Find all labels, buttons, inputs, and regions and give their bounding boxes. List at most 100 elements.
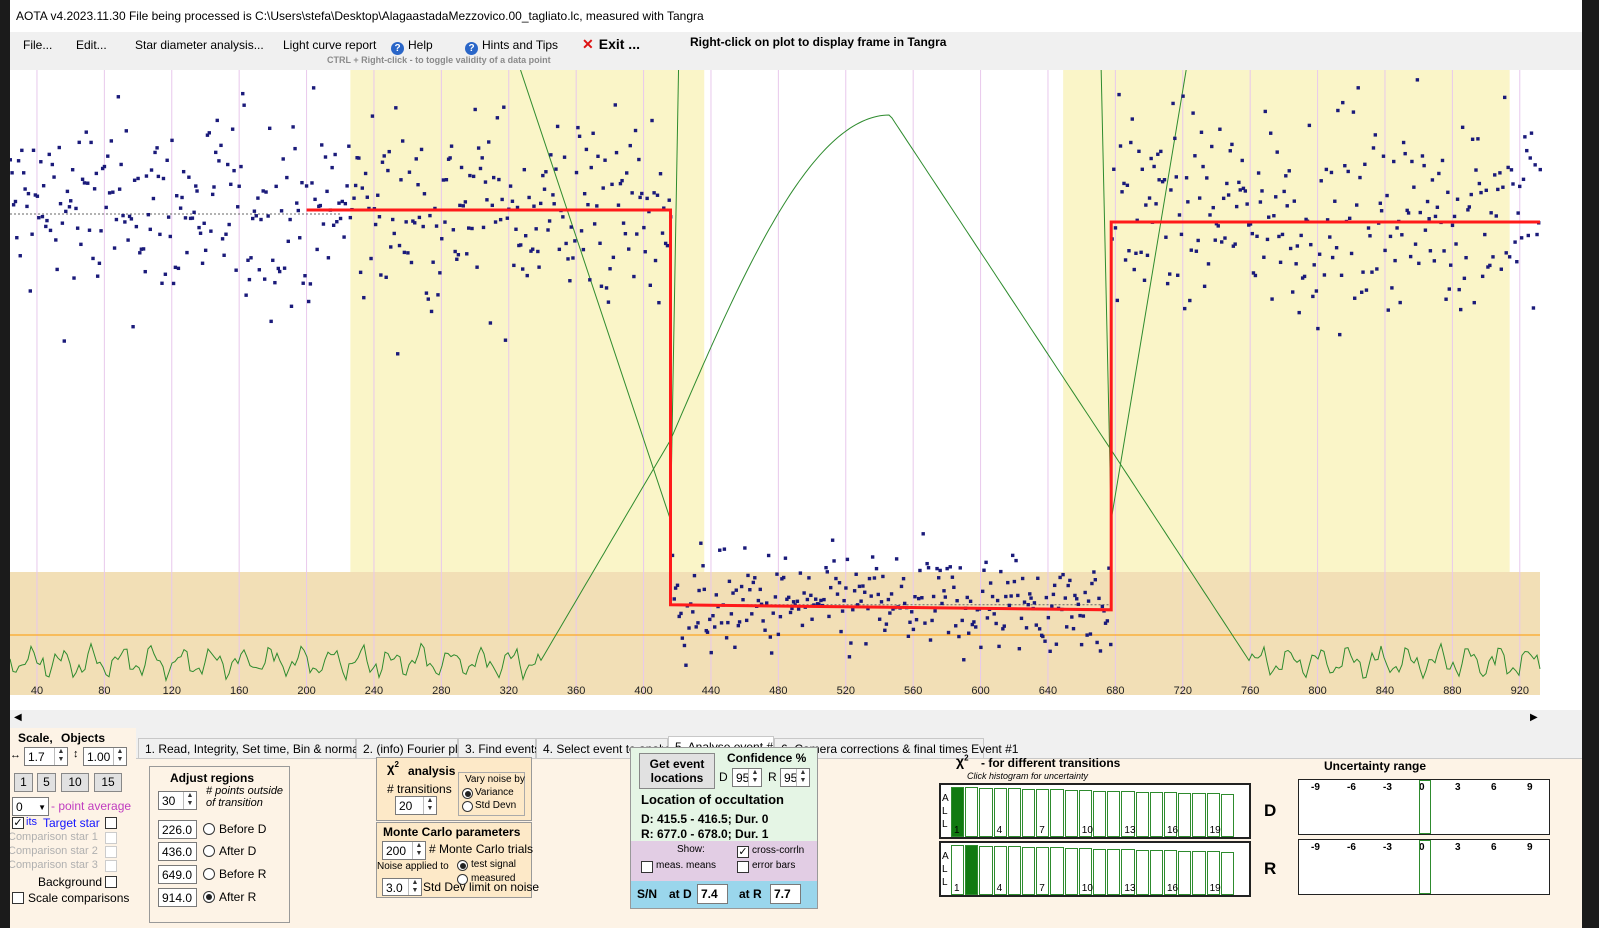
chi-histogram-bar[interactable]	[1022, 788, 1036, 837]
chi-histogram-bar[interactable]	[1149, 791, 1163, 837]
meas-means-checkbox[interactable]	[641, 861, 653, 873]
chi-histogram-bar[interactable]	[1192, 850, 1206, 895]
scale-5-button[interactable]: 5	[37, 773, 56, 792]
chi-histogram-bar[interactable]	[1093, 848, 1107, 895]
chi-histogram-bar[interactable]	[1107, 848, 1121, 895]
target-star-checkbox[interactable]	[105, 817, 117, 829]
after-r-field[interactable]: 914.0	[158, 888, 197, 907]
transitions-stepper[interactable]: 20 ▲ ▼	[395, 796, 437, 815]
comparison-star-1-checkbox[interactable]	[105, 832, 117, 844]
before-r-field[interactable]: 649.0	[158, 865, 197, 884]
point-average-select[interactable]: 0 ▼	[12, 797, 49, 816]
chi-histogram-bar[interactable]	[1121, 791, 1135, 837]
d-uncertainty-plot[interactable]: -9 -6 -3 0 3 6 9	[1298, 779, 1550, 835]
stepper-arrows-icon[interactable]: ▲ ▼	[54, 748, 67, 765]
target-star-color-checkbox[interactable]: ✓	[12, 817, 24, 829]
after-d-field[interactable]: 436.0	[158, 842, 197, 861]
before-r-radio[interactable]	[203, 868, 215, 880]
light-curve-plot[interactable]: 40 80 120 160 200 240 280 320 360 400 440 480 520 560…	[10, 69, 1582, 710]
chi-histogram-bar[interactable]	[1164, 792, 1178, 837]
std-devn-radio[interactable]	[462, 801, 473, 812]
help-menu[interactable]: ? Help	[391, 38, 433, 55]
chi-histogram-bar[interactable]	[951, 787, 965, 837]
hints-menu[interactable]: ? Hints and Tips	[465, 38, 558, 55]
chi-histogram-bar[interactable]	[979, 787, 993, 837]
r-histogram[interactable]: A L L 1 4 7 10 13 16 19	[939, 841, 1251, 897]
std-dev-limit-stepper[interactable]: 3.0 ▲ ▼	[382, 878, 422, 896]
comparison-star-3-checkbox[interactable]	[105, 860, 117, 872]
plot-scrollbar[interactable]: ◀ ▶	[10, 712, 1582, 728]
light-curve-report-menu[interactable]: Light curve report	[283, 38, 377, 52]
chi-histogram-bar[interactable]	[1078, 848, 1092, 895]
chi-histogram-bar[interactable]	[1050, 789, 1064, 837]
stepper-arrows-icon[interactable]: ▲ ▼	[423, 797, 436, 814]
stepper-arrows-icon[interactable]: ▲ ▼	[113, 748, 126, 765]
chi-histogram-bar[interactable]	[1022, 846, 1036, 895]
chi-histogram-bar[interactable]	[1178, 792, 1192, 837]
star-diameter-menu[interactable]: Star diameter analysis...	[135, 38, 264, 52]
chi-histogram-bar[interactable]	[1050, 847, 1064, 895]
chi-histogram-bar[interactable]	[993, 788, 1007, 837]
chi-histogram-bar[interactable]	[1206, 793, 1220, 837]
variance-radio[interactable]	[462, 788, 473, 799]
chi-histogram-bar[interactable]	[965, 787, 979, 837]
light-curve-svg[interactable]: 40 80 120 160 200 240 280 320 360 400 440 480 520 560…	[10, 69, 1582, 710]
chi-histogram-bar[interactable]	[979, 845, 993, 895]
chi-histogram-bar[interactable]	[1064, 847, 1078, 895]
chi-histogram-bar[interactable]	[1135, 791, 1149, 837]
confidence-r-stepper[interactable]: 95 ▲ ▼	[780, 768, 810, 787]
stepper-arrows-icon[interactable]: ▲ ▼	[183, 792, 196, 809]
comparison-star-2-checkbox[interactable]	[105, 846, 117, 858]
confidence-d-stepper[interactable]: 95 ▲ ▼	[732, 768, 762, 787]
chi-histogram-bar[interactable]	[1036, 847, 1050, 895]
chi-histogram-bar[interactable]	[1164, 850, 1178, 895]
chi-histogram-bar[interactable]	[1007, 788, 1021, 837]
chi-histogram-bar[interactable]	[1093, 790, 1107, 837]
chi-histogram-bar[interactable]	[1036, 789, 1050, 837]
edit-menu[interactable]: Edit...	[76, 38, 107, 52]
file-menu[interactable]: File...	[23, 38, 53, 52]
scale-15-button[interactable]: 15	[94, 773, 122, 792]
chi-histogram-bar[interactable]	[1149, 849, 1163, 895]
x-scale-stepper[interactable]: 1.7 ▲ ▼	[24, 747, 68, 766]
scale-1-button[interactable]: 1	[14, 773, 33, 792]
after-d-radio[interactable]	[203, 845, 215, 857]
background-checkbox[interactable]	[105, 876, 117, 888]
error-bars-checkbox[interactable]	[737, 861, 749, 873]
scroll-left-icon[interactable]: ◀	[14, 712, 22, 723]
before-d-field[interactable]: 226.0	[158, 820, 197, 839]
d-histogram[interactable]: A L L 1 4 7 10 13 16 19	[939, 783, 1251, 839]
get-event-locations-button[interactable]: Get event locations	[639, 753, 715, 789]
stepper-arrows-icon[interactable]: ▲ ▼	[796, 769, 809, 786]
chi-histogram-bar[interactable]	[965, 845, 979, 895]
tab-camera-corrections[interactable]: 6. Camera corrections & final times Even…	[774, 738, 1018, 758]
monte-carlo-trials-stepper[interactable]: 200 ▲ ▼	[382, 841, 426, 860]
chi-histogram-bar[interactable]	[1192, 792, 1206, 837]
scale-10-button[interactable]: 10	[61, 773, 89, 792]
chi-histogram-bar[interactable]	[993, 846, 1007, 895]
tab-fourier-plot[interactable]: 2. (info) Fourier plot	[356, 738, 468, 758]
stepper-arrows-icon[interactable]: ▲ ▼	[412, 842, 425, 859]
cross-corrln-checkbox[interactable]: ✓	[737, 846, 749, 858]
chi-histogram-bar[interactable]	[1007, 846, 1021, 895]
chi-histogram-bar[interactable]	[1135, 849, 1149, 895]
tab-read-integrity[interactable]: 1. Read, Integrity, Set time, Bin & norm…	[138, 738, 377, 758]
chi-histogram-bar[interactable]	[1107, 790, 1121, 837]
after-r-radio[interactable]	[203, 891, 215, 903]
test-signal-radio[interactable]	[457, 860, 468, 871]
points-outside-stepper[interactable]: 30 ▲ ▼	[158, 791, 197, 810]
chi-histogram-bar[interactable]	[1121, 849, 1135, 895]
stepper-arrows-icon[interactable]: ▲ ▼	[408, 879, 421, 895]
tab-find-events[interactable]: 3. Find events	[458, 738, 540, 758]
r-uncertainty-plot[interactable]: -9 -6 -3 0 3 6 9	[1298, 839, 1550, 895]
stepper-arrows-icon[interactable]: ▲ ▼	[748, 769, 761, 786]
chi-histogram-bar[interactable]	[1178, 850, 1192, 895]
chi-histogram-bar[interactable]	[951, 845, 965, 895]
exit-menu[interactable]: ✕ Exit ...	[582, 36, 640, 53]
chi-histogram-bar[interactable]	[1220, 793, 1234, 837]
scale-comparisons-checkbox[interactable]	[12, 892, 24, 904]
chi-histogram-bar[interactable]	[1064, 789, 1078, 837]
scroll-right-icon[interactable]: ▶	[1530, 712, 1538, 723]
chi-histogram-bar[interactable]	[1220, 851, 1234, 895]
chi-histogram-bar[interactable]	[1206, 851, 1220, 895]
